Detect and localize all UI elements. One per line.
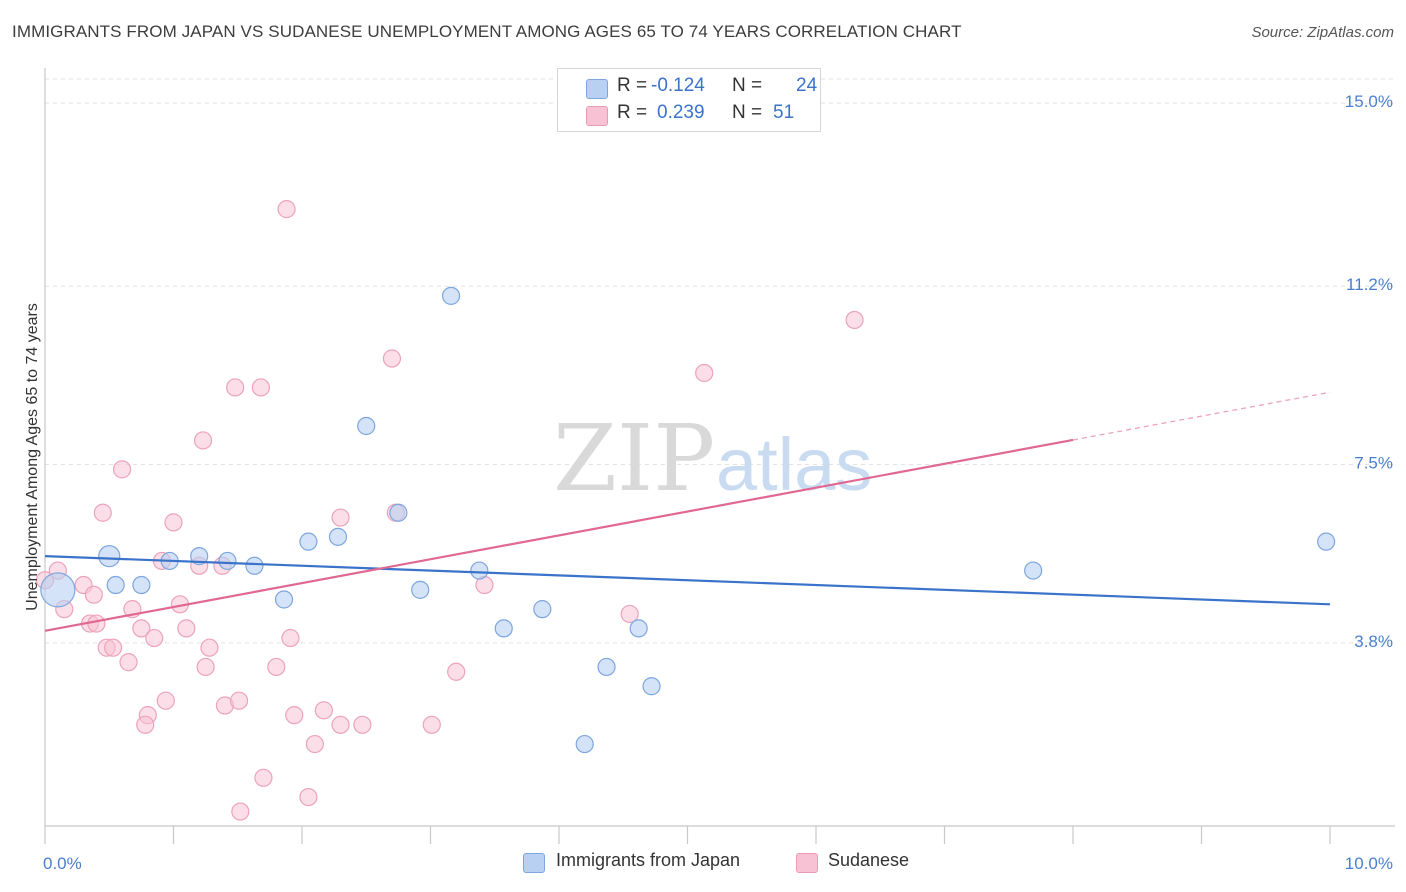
japan-point	[642, 677, 661, 696]
sudanese-point	[353, 715, 372, 734]
japan-point	[299, 532, 318, 551]
japan-point	[106, 575, 125, 595]
legend-japan-r: -0.124	[651, 75, 705, 96]
sudanese-point	[447, 662, 466, 681]
sudanese-point	[620, 604, 639, 624]
japan-point	[274, 590, 294, 609]
tick-labels: 3.8% 7.5% 11.2% 15.0% 0.0% 10.0%	[43, 92, 1393, 873]
y-axis-label: Unemployment Among Ages 65 to 74 years	[24, 303, 41, 611]
sudanese-point	[136, 715, 155, 734]
axes	[44, 68, 1395, 844]
y-tick-label: 7.5%	[1354, 454, 1393, 473]
legend-swatch-sudanese	[586, 106, 608, 126]
japan-point	[98, 545, 121, 568]
japan-point	[132, 575, 151, 595]
bottom-legend-japan-label: Immigrants from Japan	[556, 850, 741, 870]
sudanese-point	[177, 619, 196, 638]
sudanese-point	[331, 715, 350, 734]
sudanese-point	[267, 657, 286, 677]
y-tick-label: 11.2%	[1346, 275, 1393, 294]
japan-point	[1317, 532, 1336, 551]
sudanese-point	[314, 701, 333, 720]
bottom-legend-sudanese-label: Sudanese	[828, 850, 910, 870]
sudanese-point	[251, 378, 270, 397]
japan-point	[470, 561, 489, 580]
legend-r-label: R =	[617, 102, 648, 123]
sudanese-trend-extension	[1072, 391, 1331, 441]
correlation-legend: R = -0.124 N = 24 R = 0.239 N = 51	[557, 68, 821, 132]
sudanese-point	[305, 734, 324, 754]
legend-n-label: N =	[732, 102, 763, 123]
japan-point	[389, 503, 408, 522]
japan-point	[597, 657, 616, 677]
sudanese-points	[35, 200, 864, 821]
y-tick-label: 3.8%	[1354, 632, 1393, 651]
japan-point	[40, 572, 76, 608]
sudanese-point	[845, 310, 864, 330]
sudanese-point	[200, 638, 219, 657]
sudanese-point	[193, 431, 213, 450]
japan-points	[40, 286, 1336, 754]
sudanese-point	[231, 802, 250, 821]
japan-point	[328, 527, 348, 546]
sudanese-point	[277, 200, 296, 219]
legend-japan-n: 24	[796, 75, 818, 96]
sudanese-point	[156, 691, 175, 710]
x-tick-label: 0.0%	[43, 854, 82, 873]
bottom-legend-swatch-japan	[523, 853, 545, 873]
sudanese-point	[695, 363, 714, 383]
japan-point	[533, 600, 552, 619]
legend-swatch-japan	[586, 79, 608, 99]
sudanese-point	[93, 503, 112, 522]
sudanese-point	[254, 768, 273, 787]
legend-sudanese-r: 0.239	[657, 102, 705, 123]
sudanese-point	[281, 628, 300, 648]
sudanese-point	[285, 706, 304, 725]
gridlines	[45, 78, 1395, 644]
japan-point	[441, 286, 461, 305]
trend-lines	[44, 391, 1331, 632]
japan-point	[1024, 561, 1043, 580]
sudanese-point	[164, 513, 183, 532]
japan-point	[190, 547, 209, 566]
japan-point	[575, 734, 594, 754]
japan-point	[494, 619, 513, 638]
japan-point	[411, 580, 430, 599]
japan-point	[629, 619, 648, 638]
japan-point	[245, 556, 264, 575]
legend-r-label: R =	[617, 75, 648, 96]
japan-trend-line	[44, 555, 1331, 606]
bottom-legend-swatch-sudanese	[796, 853, 818, 873]
legend-n-label: N =	[732, 75, 763, 96]
sudanese-point	[299, 787, 318, 807]
watermark-atlas: atlas	[716, 423, 872, 506]
sudanese-point	[196, 657, 215, 677]
sudanese-point	[119, 653, 138, 672]
x-tick-label: 10.0%	[1345, 854, 1393, 873]
y-tick-label: 15.0%	[1345, 92, 1393, 111]
sudanese-point	[145, 628, 164, 648]
sudanese-point	[226, 378, 245, 397]
sudanese-point	[84, 585, 103, 604]
chart-title: IMMIGRANTS FROM JAPAN VS SUDANESE UNEMPL…	[12, 22, 962, 41]
sudanese-point	[87, 614, 106, 633]
japan-point	[218, 551, 237, 571]
sudanese-point	[132, 619, 151, 638]
sudanese-point	[422, 715, 441, 734]
sudanese-point	[229, 691, 249, 710]
watermark-zip: ZIP	[553, 405, 715, 512]
sudanese-trend-line	[44, 438, 1074, 632]
legend-sudanese-n: 51	[773, 102, 795, 123]
watermark: ZIP atlas	[553, 405, 872, 512]
sudanese-point	[331, 508, 350, 527]
sudanese-point	[382, 349, 402, 368]
japan-point	[357, 416, 376, 436]
sudanese-point	[112, 460, 132, 479]
sudanese-point	[104, 638, 123, 657]
source-label: Source: ZipAtlas.com	[1251, 24, 1394, 41]
